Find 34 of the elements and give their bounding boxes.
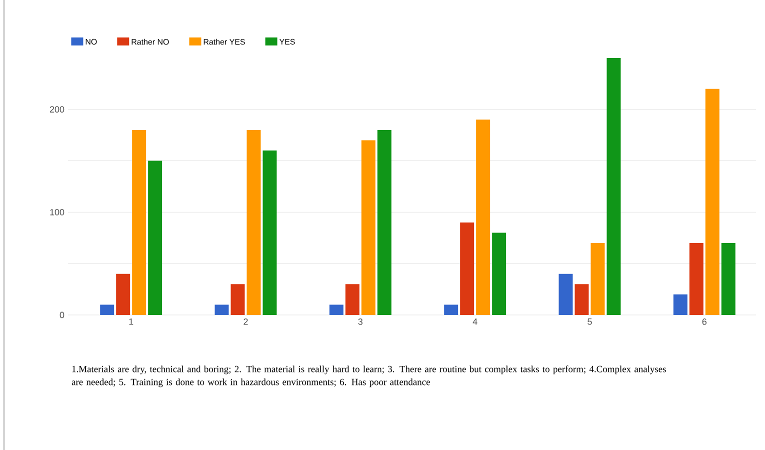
x-tick-label: 6 — [702, 318, 707, 325]
bar — [689, 243, 704, 315]
bar — [345, 284, 360, 315]
bar — [590, 243, 605, 315]
x-tick-label: 3 — [358, 318, 363, 325]
bar — [705, 88, 720, 315]
bar — [558, 274, 573, 315]
x-tick-label: 2 — [244, 318, 248, 325]
x-tick-label: 4 — [472, 318, 478, 325]
y-tick-label: 0 — [60, 312, 64, 318]
bar — [460, 222, 474, 315]
bar — [444, 304, 458, 315]
bar — [246, 130, 261, 315]
bar — [721, 243, 736, 315]
bar — [116, 274, 130, 315]
y-tick-label: 200 — [50, 106, 64, 113]
bar — [262, 150, 277, 315]
bar — [132, 130, 146, 315]
bar — [673, 294, 688, 315]
text: 1.Materials are dry, technical and boring; 2. The material is really hard to learn; 3. There are routine but complex tasks to perform; 4.Complex analyses are needed; 5. Training is done to work in hazardous environments; 6. Has poor attendance — [72, 366, 666, 388]
bar — [329, 304, 344, 315]
y-tick-label: 100 — [50, 209, 64, 216]
bar — [606, 58, 621, 315]
bar — [492, 232, 506, 315]
bar — [574, 284, 589, 315]
bar — [214, 304, 229, 315]
x-tick-label: 5 — [588, 318, 592, 325]
bar — [148, 160, 162, 315]
bar — [100, 304, 114, 315]
bar — [361, 140, 376, 315]
x-tick-label: 1 — [129, 318, 134, 325]
bar — [230, 284, 245, 315]
bar — [476, 120, 490, 315]
bar — [377, 130, 392, 315]
